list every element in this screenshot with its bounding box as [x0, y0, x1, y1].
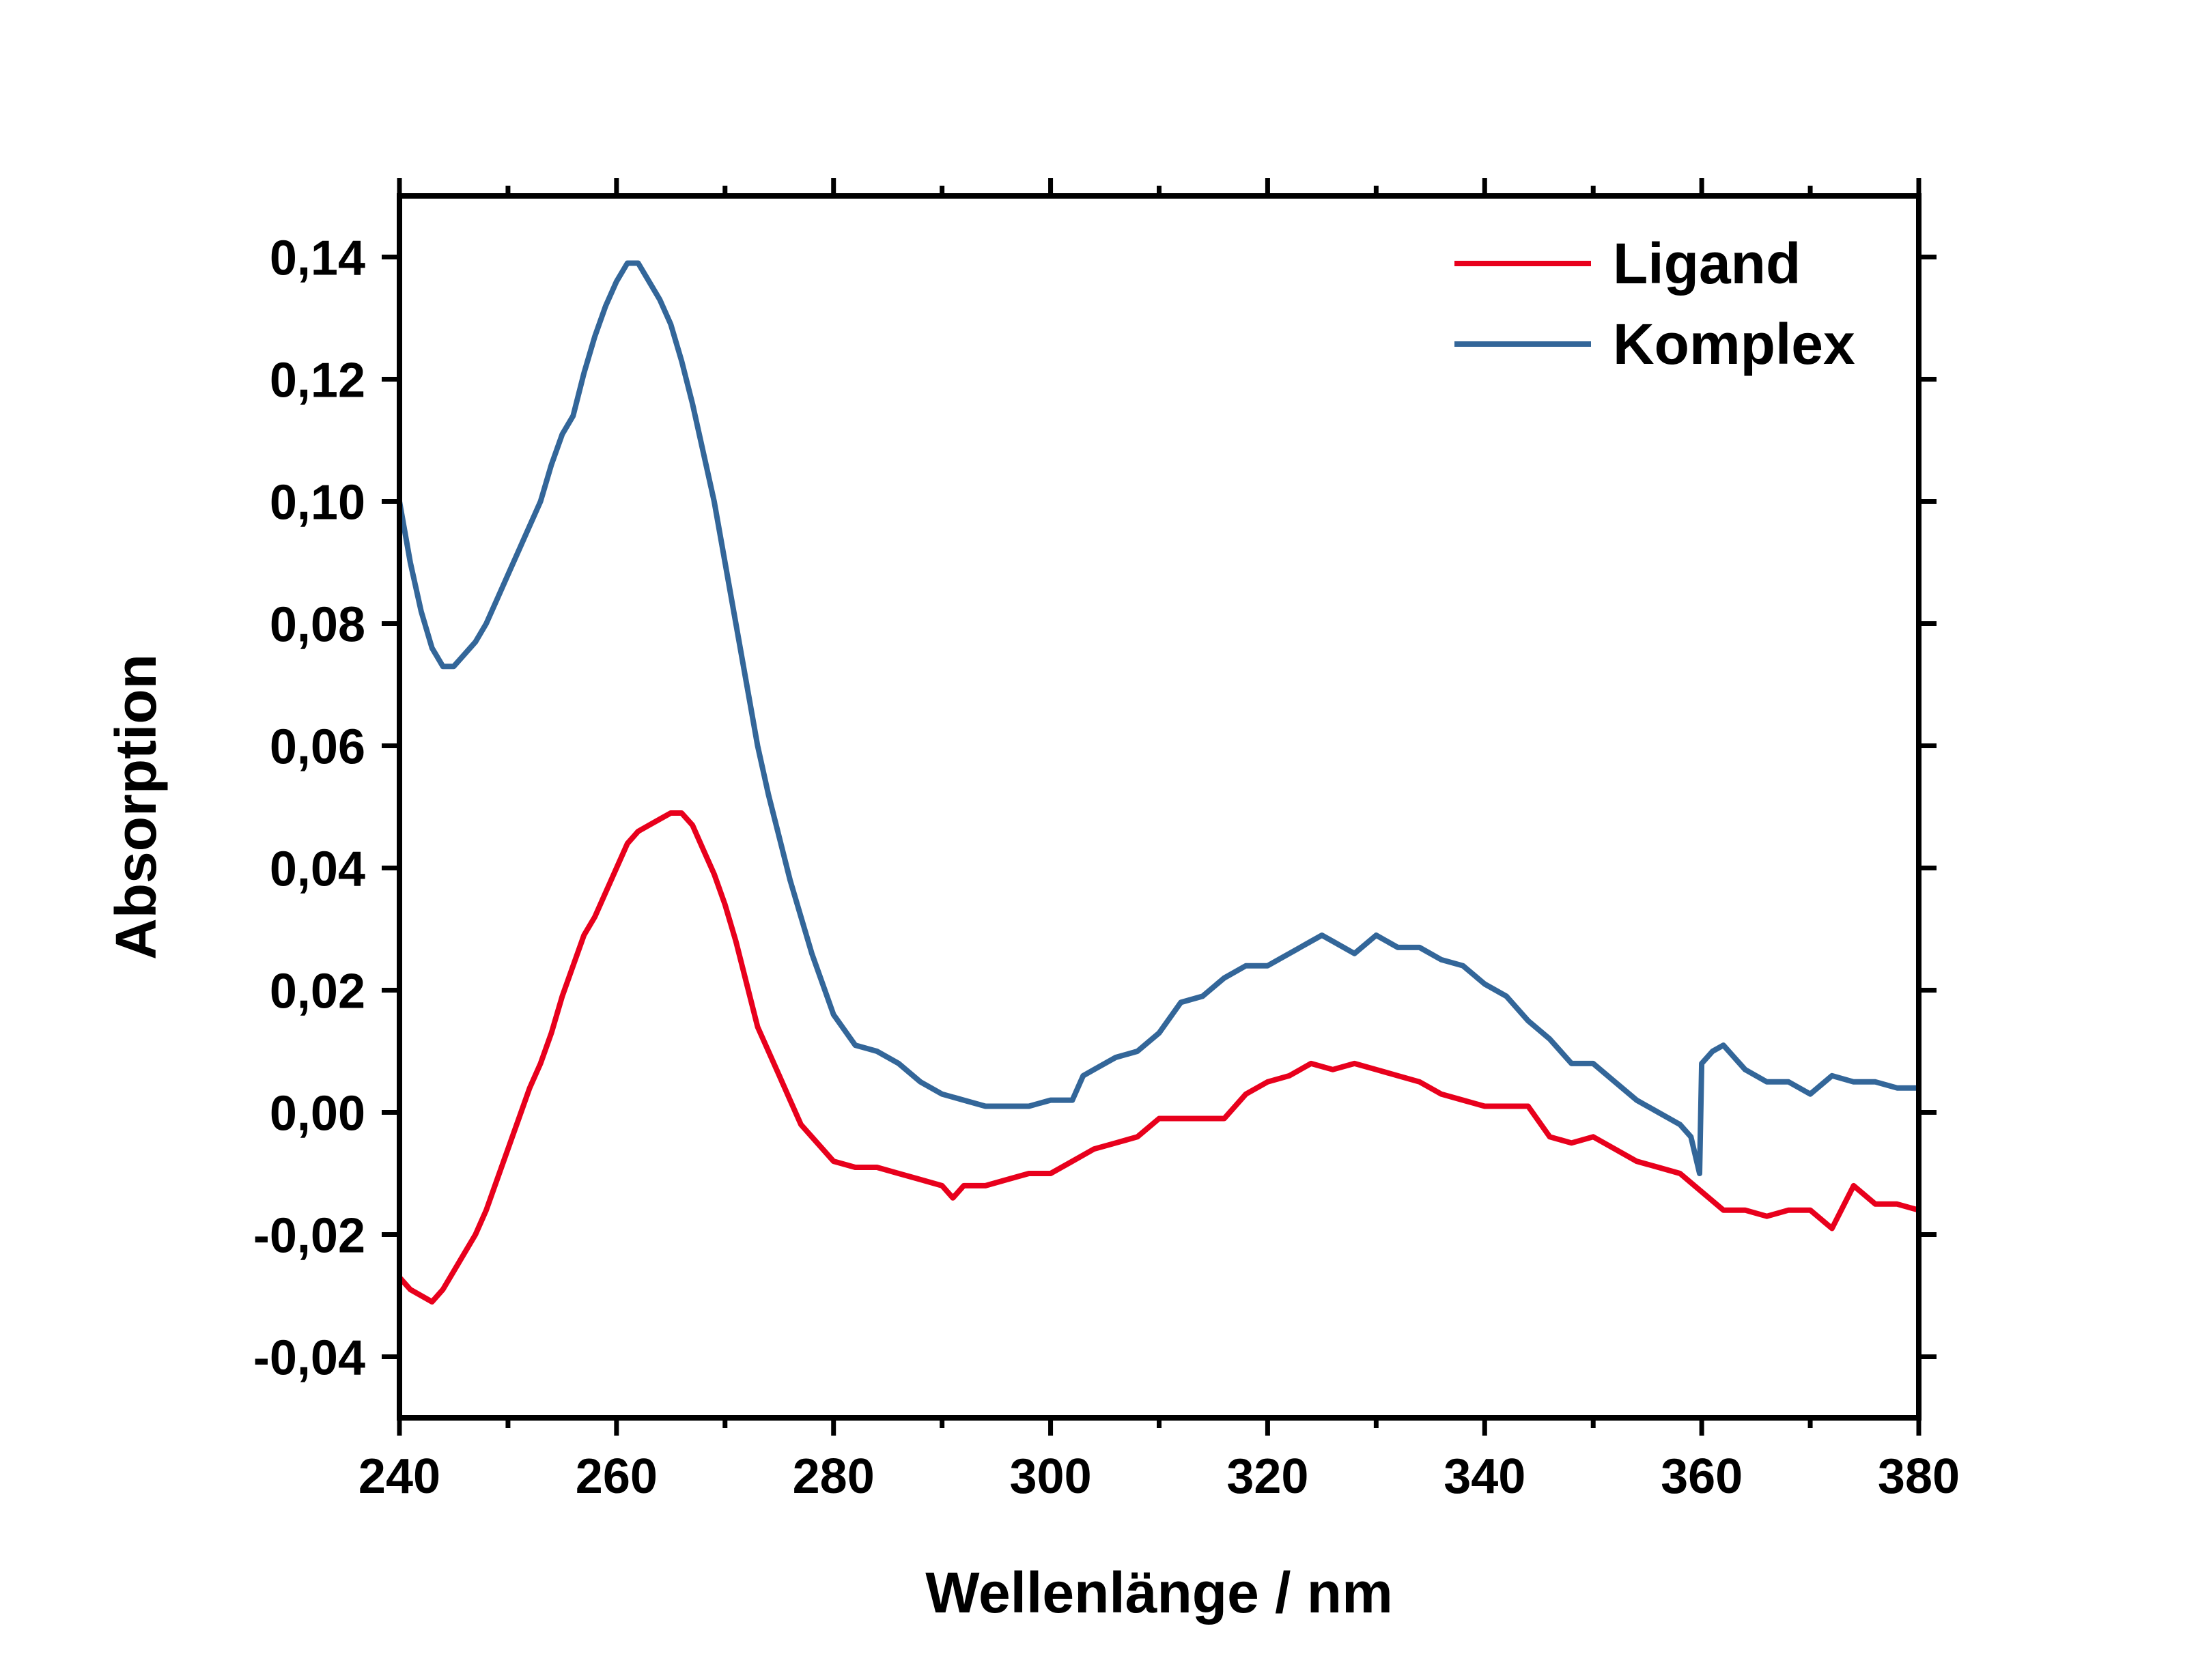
x-axis-title: Wellenlänge / nm: [925, 1561, 1393, 1625]
y-tick-label: 0,10: [270, 476, 365, 530]
y-tick-label: 0,14: [270, 231, 365, 286]
series-line-komplex: [399, 260, 1919, 1176]
x-tick-label: 320: [1226, 1449, 1308, 1504]
x-tick-label: 380: [1878, 1449, 1960, 1504]
legend: Ligand Komplex: [1454, 231, 1855, 376]
y-tick-label: 0,12: [270, 354, 365, 408]
x-tick-label: 360: [1661, 1449, 1743, 1504]
y-tick-label: -0,04: [253, 1331, 365, 1386]
y-axis-title: Absorption: [104, 654, 168, 960]
y-tick-label: 0,06: [270, 720, 365, 775]
legend-label-ligand: Ligand: [1613, 231, 1801, 296]
axes: 240 260 280 300 320 340 360 380 -0,04 -0,02 0,00 0,…: [253, 178, 1960, 1504]
x-tick-label: 280: [793, 1449, 875, 1504]
x-tick-label: 240: [358, 1449, 440, 1504]
plot-area: [399, 260, 1919, 1305]
x-tick-label: 260: [576, 1449, 658, 1504]
y-tick-label: 0,04: [270, 842, 365, 897]
y-tick-label: -0,02: [253, 1209, 365, 1264]
x-tick-label: 340: [1444, 1449, 1525, 1504]
x-tick-label: 300: [1010, 1449, 1092, 1504]
legend-label-komplex: Komplex: [1613, 312, 1855, 376]
series-line-ligand: [399, 810, 1919, 1305]
y-tick-label: 0,00: [270, 1087, 365, 1141]
y-tick-label: 0,08: [270, 598, 365, 653]
y-tick-label: 0,02: [270, 965, 365, 1019]
plot-frame: [397, 193, 1922, 1421]
